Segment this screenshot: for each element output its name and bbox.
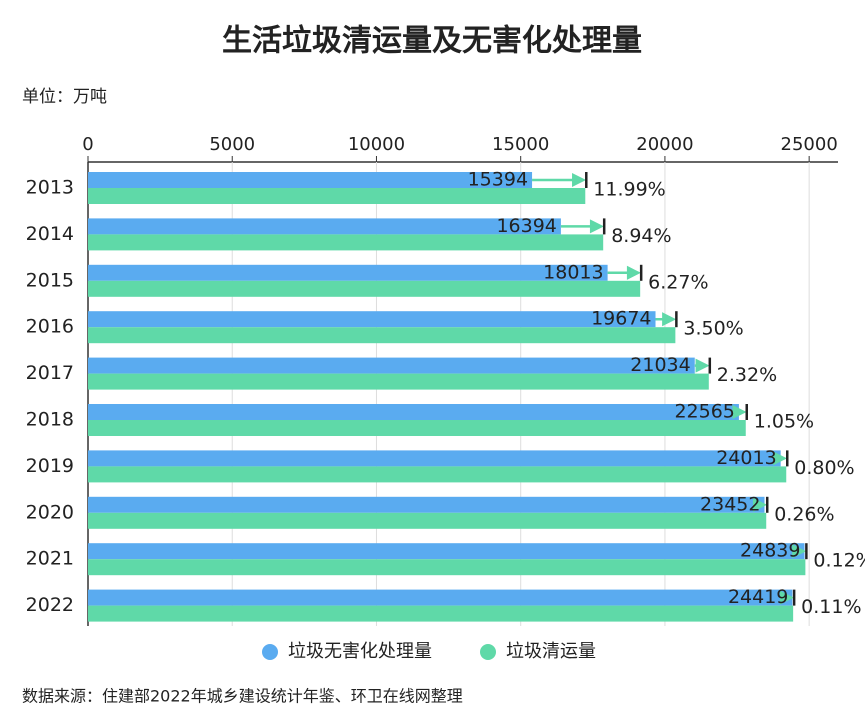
bar bbox=[88, 188, 586, 204]
bar bbox=[88, 218, 561, 235]
legend-marker bbox=[480, 644, 496, 660]
bar bbox=[88, 172, 533, 188]
value-label: 24419 bbox=[728, 586, 788, 608]
y-tick-label: 2020 bbox=[26, 501, 74, 523]
legend-label: 垃圾清运量 bbox=[506, 641, 596, 662]
gap-label: 0.11% bbox=[801, 596, 861, 618]
y-tick-label: 2015 bbox=[26, 269, 74, 291]
bar bbox=[88, 264, 608, 281]
x-tick-label: 20000 bbox=[636, 134, 693, 155]
y-tick-label: 2021 bbox=[26, 548, 74, 570]
bar bbox=[88, 327, 676, 344]
value-label: 18013 bbox=[543, 261, 603, 283]
bar bbox=[88, 420, 746, 436]
gap-label: 0.26% bbox=[774, 503, 834, 525]
y-tick-label: 2022 bbox=[26, 594, 74, 616]
bar bbox=[88, 280, 641, 297]
bar bbox=[88, 543, 805, 560]
chart-title: 生活垃圾清运量及无害化处理量 bbox=[222, 24, 642, 59]
x-tick-label: 0 bbox=[82, 134, 93, 155]
bar bbox=[88, 373, 709, 390]
y-tick-label: 2013 bbox=[26, 177, 74, 199]
bar bbox=[88, 234, 604, 251]
gap-label: 8.94% bbox=[611, 225, 671, 247]
gap-arrow bbox=[792, 544, 807, 559]
legend-label: 垃圾无害化处理量 bbox=[288, 641, 432, 662]
gap-label: 0.80% bbox=[794, 457, 854, 479]
gap-label: 2.32% bbox=[717, 364, 777, 386]
value-label: 24839 bbox=[740, 540, 800, 562]
value-label: 16394 bbox=[496, 215, 556, 237]
gap-label: 3.50% bbox=[683, 318, 743, 340]
bar bbox=[88, 357, 695, 374]
value-label: 15394 bbox=[468, 169, 528, 191]
bar bbox=[88, 589, 793, 606]
source-note: 数据来源：住建部2022年城乡建设统计年鉴、环卫在线网整理 bbox=[22, 687, 463, 706]
bar bbox=[88, 466, 787, 483]
gap-arrow bbox=[732, 404, 747, 420]
bar bbox=[88, 404, 739, 420]
gap-arrow bbox=[773, 451, 788, 466]
gap-arrow bbox=[607, 265, 641, 280]
bar bbox=[88, 496, 765, 513]
bar bbox=[88, 450, 781, 467]
unit-label: 单位：万吨 bbox=[22, 87, 107, 107]
gap-arrow bbox=[779, 590, 794, 605]
y-tick-label: 2017 bbox=[26, 362, 74, 384]
gap-arrow bbox=[532, 172, 587, 188]
y-tick-label: 2016 bbox=[26, 316, 74, 338]
x-tick-label: 25000 bbox=[781, 134, 838, 155]
bar bbox=[88, 512, 767, 529]
value-label: 24013 bbox=[716, 447, 776, 469]
bar bbox=[88, 559, 806, 576]
value-label: 21034 bbox=[630, 354, 690, 376]
gap-arrow bbox=[752, 497, 768, 512]
gap-label: 6.27% bbox=[648, 271, 708, 293]
gap-label: 1.05% bbox=[754, 411, 814, 433]
legend-marker bbox=[262, 644, 278, 660]
gap-arrow bbox=[655, 312, 677, 327]
value-label: 19674 bbox=[591, 308, 651, 330]
x-tick-label: 5000 bbox=[209, 134, 255, 155]
y-tick-label: 2014 bbox=[26, 223, 74, 245]
y-tick-label: 2018 bbox=[26, 409, 74, 431]
value-label: 23452 bbox=[700, 493, 760, 515]
x-tick-label: 15000 bbox=[492, 134, 549, 155]
y-tick-label: 2019 bbox=[26, 455, 74, 477]
gap-label: 11.99% bbox=[593, 179, 665, 201]
gap-arrow bbox=[560, 219, 604, 234]
value-label: 22565 bbox=[674, 401, 734, 423]
gap-label: 0.12% bbox=[813, 550, 865, 572]
bar bbox=[88, 605, 794, 622]
bar bbox=[88, 311, 656, 328]
gap-arrow bbox=[694, 358, 710, 373]
x-tick-label: 10000 bbox=[348, 134, 405, 155]
